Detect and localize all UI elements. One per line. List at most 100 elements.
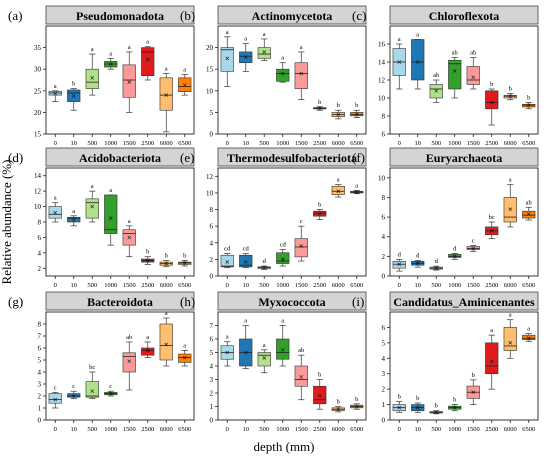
x-tick-label: 6500 [522,282,535,289]
x-tick-label: 0 [226,282,229,289]
box-rect [178,353,192,363]
box-rect [313,385,327,405]
x-tick-label: 6500 [522,426,535,433]
significance-letter: d [263,258,267,265]
significance-letter: a [490,327,493,334]
x-axis-label: depth (mm) [253,439,314,454]
x-tick-label: 1000 [104,282,117,289]
y-tick-label: 2 [210,390,214,398]
mean-marker [336,112,341,117]
significance-letter: d [435,258,439,265]
box-rect [485,342,499,375]
mean-marker [489,359,494,364]
mean-marker [452,405,457,410]
y-tick-label: 30 [34,66,42,74]
panel-letter: (b) [180,8,195,23]
significance-letter: b [355,396,358,403]
box-rect [276,252,290,264]
mean-marker [452,69,457,73]
x-tick-label: 6000 [160,140,173,147]
y-tick-label: 6 [210,223,214,231]
x-tick-label: 0 [226,426,229,433]
significance-letter: a [165,66,168,73]
box-2500: b 2500 [313,99,327,147]
x-tick-label: 1500 [295,140,308,147]
significance-letter: a [109,187,112,194]
panel-title: Chloroflexota [429,9,499,23]
x-tick-label: 1000 [448,282,461,289]
box-2500: bc 2500 [485,214,499,289]
y-tick-label: 20 [34,109,42,117]
box-2500: b 2500 [485,81,499,147]
x-tick-label: 6500 [350,426,363,433]
panels-group: (a) Pseudomonadota1520253035a0b10a500a100… [8,5,539,433]
y-tick-label: 1 [382,401,386,409]
significance-letter: a [91,183,94,190]
x-tick-label: 1500 [295,426,308,433]
mean-marker [434,410,439,415]
mean-marker [280,257,285,262]
significance-letter: a [281,318,284,325]
significance-letter: b [337,102,340,109]
panel-title-box [389,5,539,25]
panel-title: Candidatus_Aminicenantes [393,295,535,309]
x-tick-label: 500 [87,426,97,433]
significance-letter: a [226,334,229,341]
box-rect [522,210,536,219]
box-10: a 10 [67,208,81,289]
y-tick-label: 14 [378,59,386,67]
mean-marker [243,260,248,264]
x-tick-label: 10 [415,140,422,147]
mean-marker [127,359,132,364]
y-tick-label: 12 [206,173,214,181]
box-0: a0 [48,195,62,289]
box-1000: a 1000 [104,187,118,289]
box-rect [122,64,136,98]
box-rect [159,323,173,361]
x-tick-label: 10 [243,282,250,289]
mean-marker [71,217,76,222]
significance-letter: b [72,81,75,88]
significance-letter: c [72,383,75,390]
mean-marker [127,80,132,84]
box-rect [220,47,234,72]
x-tick-label: 0 [54,282,57,289]
box-1500: b 1500 [466,372,480,433]
box-500: a 500 [85,46,99,147]
y-tick-label: 10 [378,95,386,103]
significance-letter: a [72,208,75,215]
significance-letter: a [300,44,303,51]
box-rect [239,254,253,268]
panel-letter: (d) [8,150,23,165]
y-tick-label: 10 [206,189,214,197]
mean-marker [71,394,76,398]
box-1500: c 1500 [466,238,480,289]
panel-letter: (f) [352,150,365,165]
significance-letter: b [318,99,321,106]
plot-frame [217,25,367,135]
plot-frame [217,167,367,277]
y-tick-label: 12 [34,188,42,196]
x-tick-label: 10 [243,426,250,433]
panel-letter: (e) [180,150,194,165]
x-tick-label: 500 [259,140,269,147]
box-500: d 500 [257,258,271,289]
mean-marker [452,254,457,259]
box-10: b 10 [411,395,425,433]
box-rect [220,254,234,268]
box-0: a0 [48,83,62,147]
mean-marker [243,350,248,355]
box-rect [466,246,480,250]
y-tick-label: 10 [34,203,42,211]
panel-f: (f) Euryarchaeota0246810d0d10d500d1000c15… [352,147,539,289]
y-tick-label: 0 [210,131,214,139]
x-tick-label: 6000 [504,426,517,433]
box-1500: c 1500 [294,218,308,289]
box-6000: b 6000 [331,102,345,147]
x-tick-label: 1000 [276,140,289,147]
panel-title-box [217,5,367,25]
box-rect [503,327,517,351]
significance-letter: c [54,384,57,391]
significance-letter: ab [452,50,458,57]
mean-marker [262,356,267,360]
